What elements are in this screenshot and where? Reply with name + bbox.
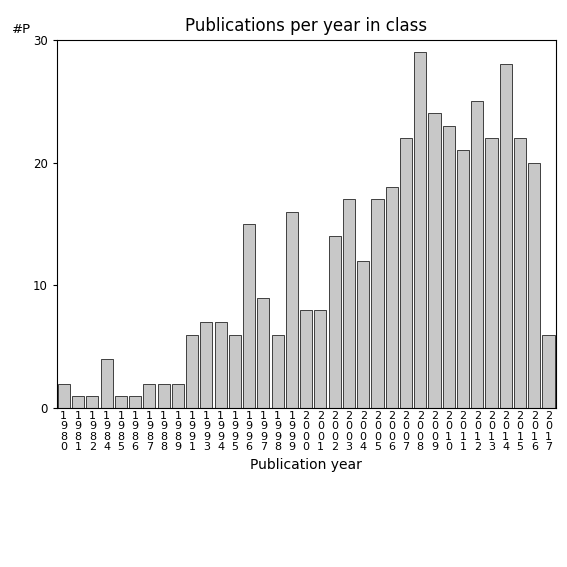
X-axis label: Publication year: Publication year — [250, 458, 362, 472]
Bar — [443, 126, 455, 408]
Bar — [286, 211, 298, 408]
Bar — [371, 200, 383, 408]
Bar — [172, 384, 184, 408]
Bar — [272, 335, 284, 408]
Bar — [300, 310, 312, 408]
Bar — [58, 384, 70, 408]
Bar — [543, 335, 555, 408]
Bar — [400, 138, 412, 408]
Bar — [158, 384, 170, 408]
Bar — [457, 150, 469, 408]
Bar — [343, 200, 355, 408]
Bar — [86, 396, 99, 408]
Bar — [72, 396, 84, 408]
Bar — [314, 310, 327, 408]
Text: #P: #P — [12, 23, 31, 36]
Bar — [429, 113, 441, 408]
Title: Publications per year in class: Publications per year in class — [185, 18, 428, 35]
Bar — [257, 298, 269, 408]
Bar — [329, 236, 341, 408]
Bar — [243, 224, 255, 408]
Bar — [129, 396, 141, 408]
Bar — [414, 52, 426, 408]
Bar — [143, 384, 155, 408]
Bar — [471, 101, 483, 408]
Bar — [214, 322, 227, 408]
Bar — [200, 322, 213, 408]
Bar — [500, 64, 512, 408]
Bar — [357, 261, 369, 408]
Bar — [514, 138, 526, 408]
Bar — [229, 335, 241, 408]
Bar — [528, 163, 540, 408]
Bar — [186, 335, 198, 408]
Bar — [115, 396, 127, 408]
Bar — [386, 187, 398, 408]
Bar — [100, 359, 113, 408]
Bar — [485, 138, 498, 408]
